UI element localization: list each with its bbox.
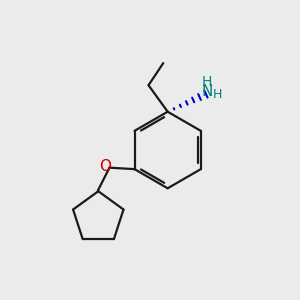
Text: O: O	[99, 159, 111, 174]
Text: H: H	[202, 75, 212, 89]
Text: H: H	[212, 88, 222, 100]
Text: N: N	[201, 84, 212, 99]
